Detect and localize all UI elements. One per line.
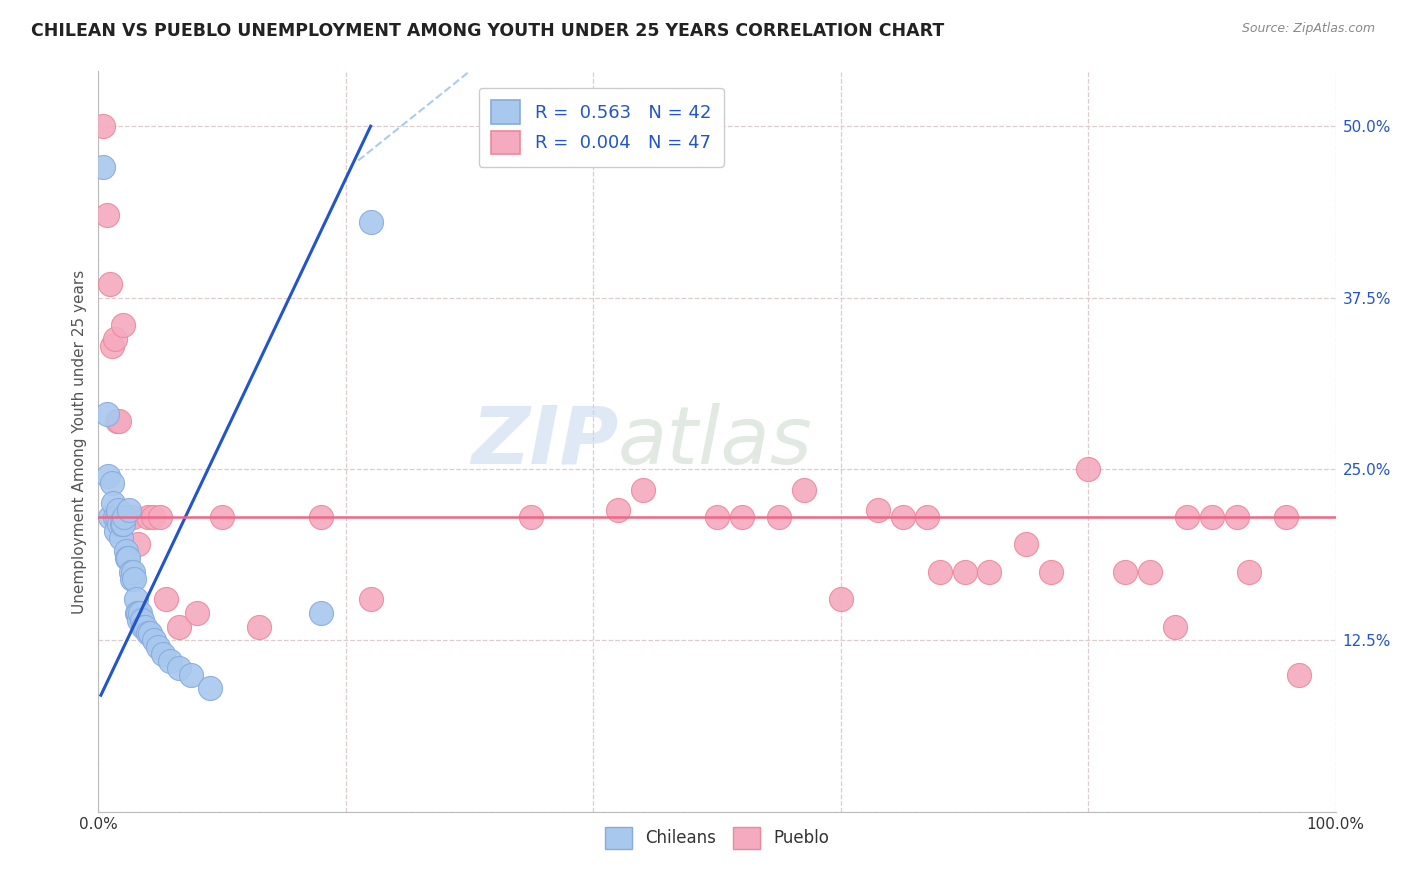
Point (112, 510, 135, 524)
Point (830, 592, 852, 607)
Point (146, 640, 169, 655)
Point (309, 510, 332, 524)
Point (112, 516, 135, 531)
Point (96, 407, 118, 421)
Point (180, 667, 202, 681)
Point (917, 510, 939, 524)
Point (953, 565, 976, 579)
Point (211, 510, 233, 524)
Point (110, 531, 132, 545)
Point (1114, 565, 1136, 579)
Point (118, 510, 141, 524)
Point (247, 619, 270, 633)
Point (891, 510, 914, 524)
Point (520, 510, 543, 524)
Point (309, 606, 332, 620)
Point (98, 277, 121, 291)
Point (142, 510, 165, 524)
Point (134, 619, 156, 633)
Point (1288, 667, 1310, 681)
Point (1237, 565, 1260, 579)
Point (93, 119, 115, 133)
Point (928, 565, 950, 579)
Point (152, 647, 174, 661)
Text: CHILEAN VS PUEBLO UNEMPLOYMENT AMONG YOUTH UNDER 25 YEARS CORRELATION CHART: CHILEAN VS PUEBLO UNEMPLOYMENT AMONG YOU… (31, 22, 945, 40)
Point (108, 414, 131, 428)
Point (112, 318, 135, 332)
Point (866, 503, 889, 517)
Point (360, 215, 382, 229)
Text: ZIP: ZIP (471, 402, 619, 481)
Point (122, 565, 145, 579)
Point (132, 619, 155, 633)
Point (167, 619, 190, 633)
Point (121, 572, 143, 586)
Point (103, 510, 125, 524)
Point (127, 606, 149, 620)
Point (122, 510, 145, 524)
Point (186, 606, 208, 620)
Point (1201, 510, 1223, 524)
Point (128, 613, 150, 627)
Point (198, 681, 221, 696)
Point (104, 524, 127, 538)
Point (136, 510, 159, 524)
Point (793, 483, 815, 497)
Legend: Chileans, Pueblo: Chileans, Pueblo (599, 821, 835, 855)
Point (1226, 510, 1249, 524)
Point (93, 161, 115, 175)
Point (360, 592, 382, 607)
Point (101, 338, 124, 352)
Y-axis label: Unemployment Among Youth under 25 years: Unemployment Among Youth under 25 years (72, 269, 87, 614)
Point (111, 516, 134, 531)
Point (1175, 510, 1198, 524)
Point (167, 661, 190, 675)
Point (103, 332, 125, 346)
Point (768, 510, 790, 524)
Point (607, 503, 630, 517)
Point (631, 483, 654, 497)
Point (136, 626, 159, 640)
Point (1015, 537, 1038, 551)
Point (105, 414, 128, 428)
Text: atlas: atlas (619, 402, 813, 481)
Point (98, 510, 121, 524)
Point (107, 503, 129, 517)
Point (115, 551, 138, 566)
Point (1164, 619, 1187, 633)
Point (96, 208, 118, 222)
Point (125, 606, 148, 620)
Point (118, 503, 141, 517)
Point (101, 475, 124, 490)
Point (139, 626, 162, 640)
Point (117, 551, 139, 566)
Point (103, 496, 125, 510)
Point (124, 592, 146, 607)
Point (1077, 462, 1099, 476)
Point (706, 510, 728, 524)
Point (159, 654, 181, 668)
Point (97, 468, 120, 483)
Point (108, 516, 131, 531)
Point (124, 572, 146, 586)
Point (1275, 510, 1298, 524)
Point (129, 606, 152, 620)
Point (114, 544, 136, 558)
Point (143, 633, 166, 648)
Point (731, 510, 754, 524)
Point (131, 613, 153, 627)
Point (155, 592, 177, 607)
Point (979, 565, 1001, 579)
Point (149, 510, 172, 524)
Point (1040, 565, 1063, 579)
Point (105, 510, 128, 524)
Point (127, 537, 149, 551)
Text: Source: ZipAtlas.com: Source: ZipAtlas.com (1241, 22, 1375, 36)
Point (1139, 565, 1161, 579)
Point (120, 565, 142, 579)
